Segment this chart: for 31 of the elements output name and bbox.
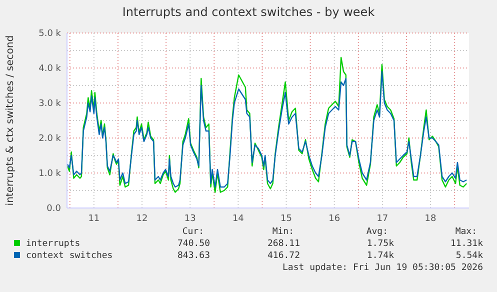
x-tick-label: 11 [88, 214, 100, 224]
text: 268.11 [267, 239, 300, 249]
text: 1.75k [366, 239, 395, 249]
x-tick-label: 18 [424, 214, 437, 224]
text: 11.31k [450, 239, 484, 249]
text: 740.50 [177, 239, 210, 249]
x-tick-label: 15 [280, 214, 292, 224]
text: 416.72 [267, 251, 300, 261]
text: Max: [455, 227, 477, 237]
legend-label: context switches [26, 251, 113, 261]
y-tick-label: 4.0 k [38, 64, 62, 74]
y-tick-label: 1.0 k [38, 169, 62, 180]
y-axis-title: interrupts & ctx switches / second [5, 35, 16, 206]
y-tick-label: 5.0 k [38, 29, 62, 40]
text: Avg: [366, 227, 388, 237]
text: 1.74k [366, 251, 395, 261]
x-tick-label: 13 [184, 214, 196, 224]
chart-title: Interrupts and context switches - by week [122, 5, 375, 19]
y-tick-label: 0.0 [46, 204, 62, 214]
y-tick-label: 3.0 k [38, 99, 62, 110]
text: Cur: [182, 227, 204, 237]
x-tick-label: 14 [232, 214, 244, 224]
y-tick-label: 2.0 k [38, 134, 62, 144]
x-tick-label: 16 [328, 214, 340, 224]
legend-label: interrupts [26, 239, 80, 249]
text: 843.63 [177, 251, 210, 261]
x-tick-label: 12 [136, 214, 148, 224]
x-tick-label: 17 [376, 214, 388, 224]
text: Min: [272, 227, 294, 237]
text: 5.54k [456, 251, 484, 261]
text: Last update: Fri Jun 19 05:30:05 2026 [282, 263, 483, 273]
